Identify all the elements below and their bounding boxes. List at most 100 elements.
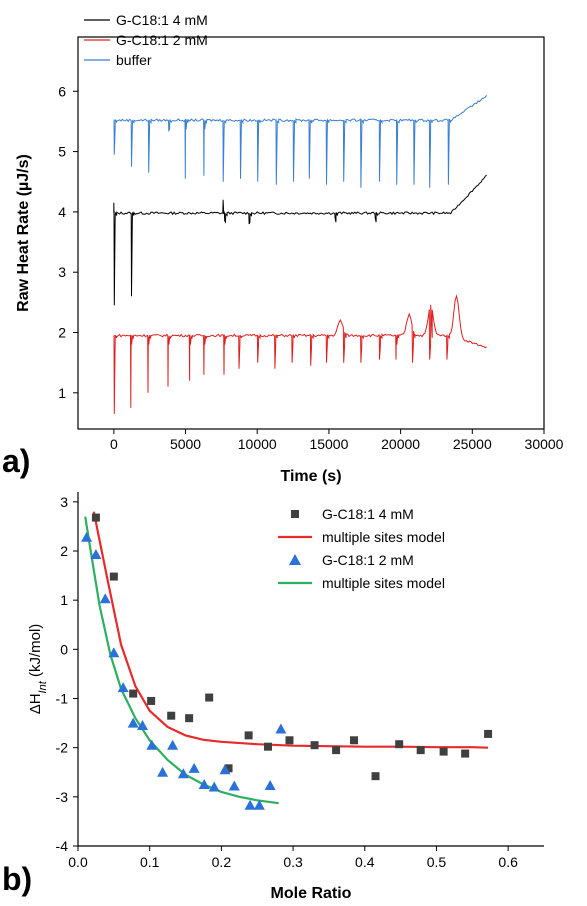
legend-label-b: multiple sites model <box>322 529 445 545</box>
data-point-square <box>167 711 176 720</box>
data-point-triangle <box>275 723 287 734</box>
data-point-triangle <box>219 764 231 775</box>
x-axis-label-b: Mole Ratio <box>271 885 352 902</box>
data-point-square <box>416 746 425 755</box>
legend-label-b: multiple sites model <box>322 575 445 591</box>
data-point-triangle <box>177 768 189 779</box>
data-point-triangle <box>253 799 265 810</box>
y-tick-label-b: 3 <box>60 494 68 510</box>
legend-symbol-b <box>289 554 301 565</box>
series-line-a-2 <box>113 95 488 188</box>
x-tick-label-a: 20000 <box>381 436 420 452</box>
data-point-triangle <box>157 766 169 777</box>
plot-frame-b <box>77 492 544 847</box>
data-point-triangle <box>90 548 102 559</box>
y-tick-label-b: 2 <box>60 543 68 559</box>
y-tick-label-a: 6 <box>58 83 66 99</box>
y-tick-label-b: -1 <box>56 691 69 707</box>
axis-ticks-b: 0.0 0.1 0.2 0.3 0.4 0.5 0.6 -4 -3 -2 -1 0 1 2 3 <box>56 494 519 870</box>
y-label-b-main: ΔH <box>27 693 44 714</box>
data-point-triangle <box>81 531 93 542</box>
data-point-square <box>224 764 233 773</box>
y-tick-label-a: 1 <box>58 385 66 401</box>
y-tick-label-b: 1 <box>60 592 68 608</box>
series-group-b <box>81 511 493 810</box>
data-point-square <box>205 693 214 702</box>
x-tick-label-a: 15000 <box>309 436 348 452</box>
x-tick-label-b: 0.2 <box>212 854 232 870</box>
data-point-square <box>263 742 272 751</box>
data-point-triangle <box>208 781 220 792</box>
data-point-square <box>129 689 138 698</box>
legend-symbol-b <box>291 510 299 518</box>
data-point-triangle <box>108 647 120 658</box>
y-tick-label-b: -3 <box>56 789 69 805</box>
panel-label-a: a) <box>2 443 30 479</box>
data-point-triangle <box>99 593 111 604</box>
series-group-a <box>113 95 488 414</box>
panel-label-b: b) <box>2 861 32 897</box>
y-tick-label-a: 4 <box>58 204 66 220</box>
x-tick-label-b: 0.1 <box>140 854 160 870</box>
legend-label-b: G-C18:1 4 mM <box>322 506 414 522</box>
data-point-square <box>109 572 118 581</box>
data-point-square <box>461 749 470 758</box>
x-axis-label-a: Time (s) <box>280 468 341 485</box>
x-tick-label-b: 0.0 <box>68 854 88 870</box>
data-point-triangle <box>127 717 139 728</box>
data-point-square <box>147 696 156 705</box>
y-axis-label-a: Raw Heat Rate (µJ/s) <box>15 154 32 312</box>
chart-a: 0 5000 10000 15000 20000 25000 30000 1 2 3 4 5 6 G-C… <box>2 12 564 485</box>
legend-label-a: G-C18:1 4 mM <box>116 12 208 28</box>
x-tick-label-b: 0.3 <box>283 854 303 870</box>
legend-label-b: G-C18:1 2 mM <box>322 552 414 568</box>
series-line-a-1 <box>113 294 487 414</box>
x-tick-label-a: 10000 <box>238 436 277 452</box>
plot-frame-a <box>77 36 545 430</box>
data-point-square <box>484 729 493 738</box>
legend-a: G-C18:1 4 mM G-C18:1 2 mM buffer <box>84 12 208 68</box>
data-point-square <box>395 740 404 749</box>
data-point-triangle <box>188 762 200 773</box>
x-tick-label-b: 0.6 <box>498 854 518 870</box>
data-point-triangle <box>244 799 256 810</box>
x-tick-label-b: 0.4 <box>355 854 375 870</box>
y-label-b-unit: (kJ/mol) <box>27 624 44 682</box>
y-axis-label-b: ΔHInt (kJ/mol) <box>27 624 49 715</box>
data-point-triangle <box>117 682 129 693</box>
y-tick-label-b: -4 <box>56 838 69 854</box>
axis-ticks-a: 0 5000 10000 15000 20000 25000 30000 1 2 3 4 5 6 <box>58 83 563 452</box>
y-tick-label-a: 5 <box>58 144 66 160</box>
data-point-square <box>244 731 253 740</box>
legend-label-a: buffer <box>116 52 152 68</box>
x-tick-label-a: 5000 <box>170 436 201 452</box>
x-tick-label-a: 0 <box>110 436 118 452</box>
chart-b: 0.0 0.1 0.2 0.3 0.4 0.5 0.6 -4 -3 -2 -1 0 1 2 3 G-C18:… <box>2 492 544 902</box>
x-tick-label-a: 30000 <box>525 436 564 452</box>
y-tick-label-b: -2 <box>56 740 69 756</box>
data-point-triangle <box>228 780 240 791</box>
y-label-b-sub: Int <box>37 680 49 693</box>
data-point-square <box>91 513 100 522</box>
data-point-square <box>439 747 448 756</box>
data-point-square <box>350 736 359 745</box>
y-tick-label-a: 2 <box>58 325 66 341</box>
y-tick-label-b: 0 <box>60 641 68 657</box>
data-point-triangle <box>137 720 149 731</box>
data-point-triangle <box>167 739 179 750</box>
x-tick-label-b: 0.5 <box>427 854 447 870</box>
data-point-triangle <box>198 779 210 790</box>
series-line-a-0 <box>113 174 487 306</box>
data-point-square <box>332 746 341 755</box>
legend-label-a: G-C18:1 2 mM <box>116 32 208 48</box>
x-tick-label-a: 25000 <box>453 436 492 452</box>
data-point-square <box>285 736 294 745</box>
fit-line-b-3 <box>84 516 279 805</box>
data-point-square <box>185 714 194 723</box>
y-tick-label-a: 3 <box>58 264 66 280</box>
data-point-triangle <box>146 739 158 750</box>
legend-b: G-C18:1 4 mM multiple sites model G-C18:1 … <box>278 506 445 591</box>
data-point-square <box>310 741 319 750</box>
data-point-triangle <box>264 780 276 791</box>
